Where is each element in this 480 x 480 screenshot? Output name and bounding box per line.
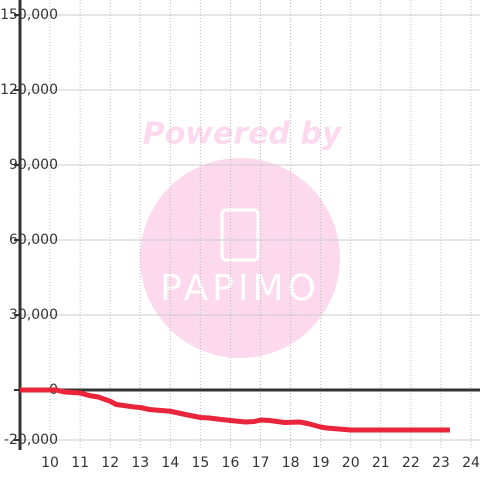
watermark-circle: [140, 158, 340, 358]
x-tick-label: 11: [71, 455, 89, 471]
x-tick-label: 18: [282, 455, 300, 471]
x-tick-label: 10: [41, 455, 59, 471]
y-tick-label: 90,000: [9, 157, 58, 173]
x-tick-label: 14: [161, 455, 179, 471]
x-tick-label: 20: [342, 455, 360, 471]
x-tick-label: 21: [372, 455, 390, 471]
watermark-bottom: PAPIMO: [160, 268, 320, 309]
watermark-top: Powered by: [143, 117, 343, 152]
x-tick-label: 23: [432, 455, 450, 471]
x-tick-label: 24: [462, 455, 480, 471]
x-tick-label: 16: [222, 455, 240, 471]
y-tick-label: 150,000: [0, 7, 58, 23]
x-tick-label: 13: [131, 455, 149, 471]
x-tick-label: 17: [252, 455, 270, 471]
y-tick-label: -20,000: [4, 432, 58, 448]
x-tick-label: 15: [191, 455, 209, 471]
y-tick-label: 120,000: [0, 82, 58, 98]
x-tick-label: 19: [312, 455, 330, 471]
y-tick-label: 60,000: [9, 232, 58, 248]
watermark: Powered by PAPIMO: [140, 117, 343, 358]
x-tick-label: 22: [402, 455, 420, 471]
y-tick-label: 30,000: [9, 307, 58, 323]
data-line: [20, 387, 450, 433]
watermark-phone: [220, 208, 260, 262]
x-tick-label: 12: [101, 455, 119, 471]
